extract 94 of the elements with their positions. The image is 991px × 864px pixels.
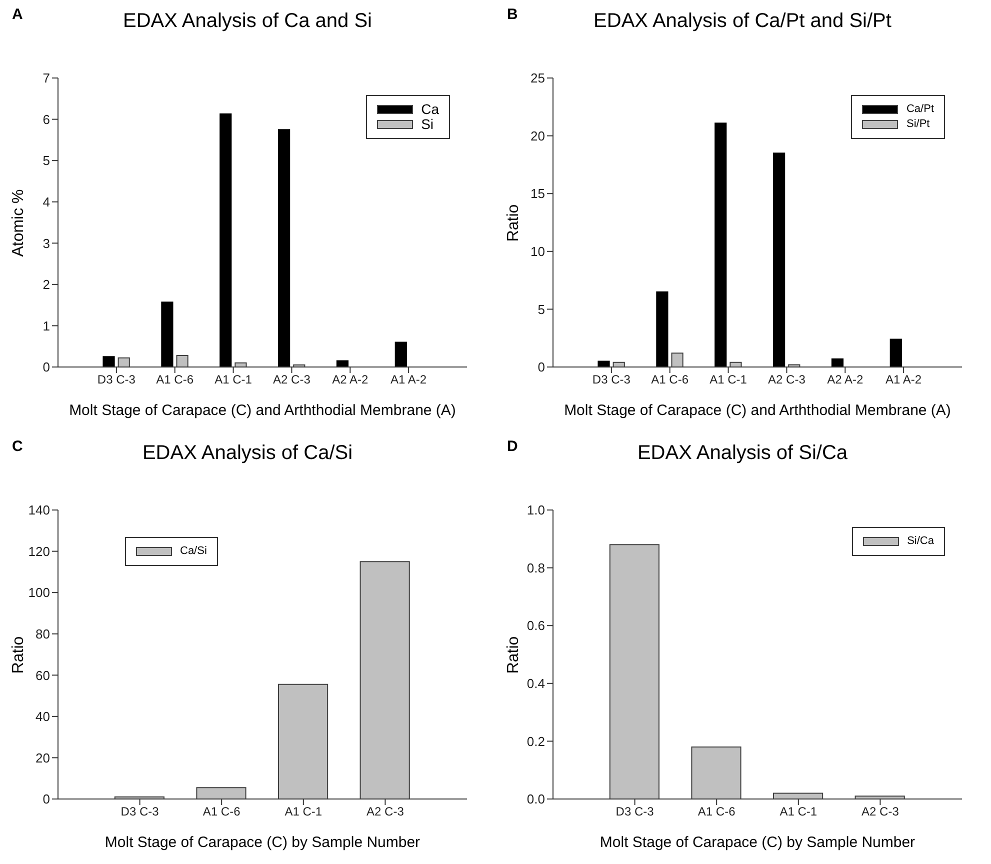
y-axis-title: Atomic %: [10, 188, 28, 256]
y-tick-label: 1.0: [526, 502, 545, 518]
x-tick-label: A1 C-6: [698, 804, 736, 819]
y-tick-label: 0: [42, 360, 50, 375]
y-tick-label: 2: [42, 277, 50, 292]
y-tick-label: 100: [28, 585, 50, 600]
y-tick-label: 7: [42, 70, 50, 86]
bar: [890, 338, 902, 367]
x-tick-label: A2 C-3: [768, 372, 806, 387]
x-tick-label: A2 C-3: [862, 804, 900, 819]
legend-label: Si/Pt: [906, 117, 930, 132]
bar: [196, 787, 246, 799]
x-axis-title: Molt Stage of Carapace (C) and Arththodial Membrane (A): [68, 402, 457, 419]
x-tick-label: A1 C-6: [156, 372, 194, 387]
x-tick-label: A1 C-1: [284, 804, 322, 819]
x-tick-label: D3 C-3: [97, 372, 136, 387]
x-tick-label: A1 A-2: [390, 372, 427, 387]
y-tick-label: 3: [42, 236, 50, 251]
x-tick-label: A1 C-1: [710, 372, 748, 387]
bar: [336, 360, 349, 367]
bar: [656, 291, 668, 367]
y-tick-label: 0: [42, 792, 50, 807]
x-axis-title: Molt Stage of Carapace (C) by Sample Number: [104, 834, 422, 851]
x-tick-label: D3 C-3: [120, 804, 160, 819]
bar: [176, 354, 188, 367]
y-tick-label: 5: [538, 302, 545, 317]
y-axis-title: Ratio: [505, 204, 523, 242]
y-tick-label: 0: [538, 360, 545, 375]
legend-label: Si: [421, 116, 434, 132]
x-axis-title: Molt Stage of Carapace (C) and Arththodial Membrane (A): [563, 402, 952, 419]
y-tick-label: 20: [36, 750, 50, 766]
y-tick-label: 5: [42, 153, 50, 168]
bar: [161, 302, 174, 367]
y-tick-label: 0.4: [526, 676, 545, 692]
chart-title: EDAX Analysis of Si/Ca: [637, 442, 848, 464]
y-tick-label: 25: [530, 70, 545, 86]
bar: [773, 792, 824, 799]
text: C: [12, 438, 23, 455]
x-tick-label: A2 A-2: [332, 372, 368, 387]
x-tick-label: A1 C-1: [214, 372, 252, 387]
y-tick-label: 1: [42, 318, 50, 334]
bar: [234, 362, 247, 367]
y-tick-label: 15: [530, 186, 545, 202]
bar: [730, 362, 742, 367]
bar: [831, 358, 844, 367]
text: A: [12, 6, 23, 23]
bar: [220, 113, 232, 367]
x-axis-title: Molt Stage of Carapace (C) by Sample Number: [598, 834, 916, 851]
bar: [118, 357, 130, 367]
y-tick-label: 0.6: [526, 618, 545, 634]
x-tick-label: A2 A-2: [827, 372, 864, 387]
x-tick-label: A1 C-6: [651, 372, 689, 387]
x-tick-label: A1 C-1: [780, 804, 818, 819]
bar: [788, 364, 800, 367]
bar: [691, 746, 742, 799]
bar: [278, 684, 328, 799]
y-tick-label: 0.0: [526, 792, 545, 807]
legend-label: Si/Ca: [907, 534, 934, 549]
y-tick-label: 80: [36, 626, 50, 642]
text: B: [507, 6, 518, 23]
legend-label: Ca/Si: [180, 544, 207, 559]
x-tick-label: A2 C-3: [366, 804, 404, 819]
y-tick-label: 140: [28, 502, 50, 518]
x-tick-label: A2 C-3: [273, 372, 311, 387]
bar: [598, 360, 610, 367]
x-tick-label: A1 A-2: [886, 372, 922, 387]
bar: [394, 342, 407, 367]
y-tick-label: 0.2: [526, 734, 545, 749]
x-tick-label: D3 C-3: [592, 372, 631, 387]
bar: [671, 352, 684, 367]
y-tick-label: 20: [530, 128, 545, 144]
x-tick-label: D3 C-3: [616, 804, 654, 819]
y-tick-label: 10: [530, 244, 545, 260]
y-tick-label: 4: [42, 194, 50, 210]
bar: [773, 152, 786, 367]
bar: [714, 122, 727, 367]
bar: [102, 356, 115, 367]
chart-title: EDAX Analysis of Ca/Si: [142, 442, 353, 464]
y-tick-label: 60: [36, 668, 50, 683]
chart-title: EDAX Analysis of Ca and Si: [122, 10, 372, 32]
bar: [360, 561, 410, 799]
y-axis-title: Ratio: [10, 636, 28, 674]
bar: [278, 129, 290, 367]
y-tick-label: 120: [28, 544, 50, 559]
y-tick-label: 40: [36, 709, 50, 724]
bar: [609, 544, 660, 799]
legend-label: Ca/Pt: [906, 102, 934, 117]
x-tick-label: A1 C-6: [202, 804, 241, 819]
y-tick-label: 6: [42, 112, 50, 127]
y-tick-label: 0.8: [526, 560, 545, 576]
legend-label: Ca: [421, 101, 439, 117]
text: D: [507, 438, 518, 455]
y-axis-title: Ratio: [505, 636, 523, 674]
chart-title: EDAX Analysis of Ca/Pt and Si/Pt: [594, 10, 892, 32]
